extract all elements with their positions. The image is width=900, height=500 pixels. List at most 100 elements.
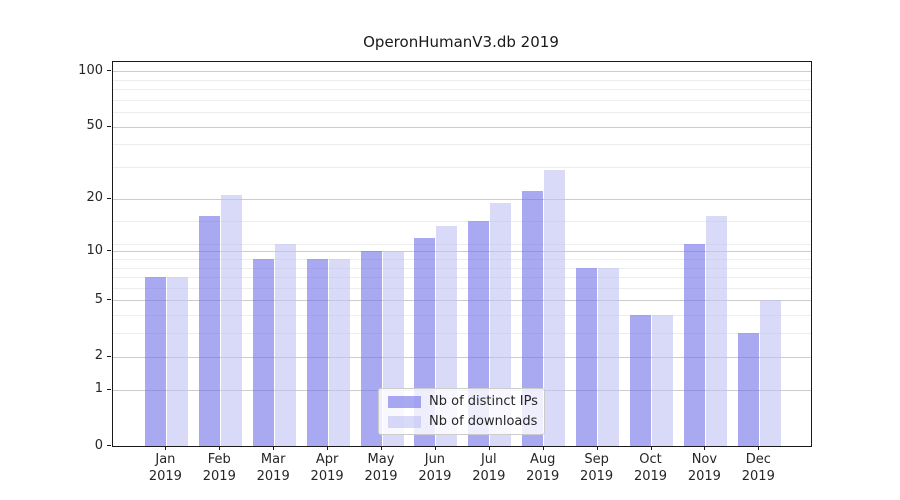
x-tick-mark [165,446,167,450]
x-tick-mark [381,446,382,450]
y-minor-gridline [113,144,811,146]
x-tick-month: Feb [207,452,231,467]
x-tick-year: 2019 [418,468,452,484]
y-tick-label: 50 [86,118,103,134]
y-major-gridline [113,126,811,128]
x-tick-year: 2019 [580,468,614,484]
x-tick-month: Jul [480,452,497,467]
y-minor-gridline [113,220,811,222]
bar-distinct-ips [630,315,651,446]
bar-downloads [544,169,566,446]
y-minor-gridline [113,244,811,246]
bar-downloads [220,194,242,446]
x-tick-mark [704,446,706,450]
x-tick-mark [542,446,544,450]
y-minor-gridline [113,315,811,317]
x-tick-label: May 2019 [354,452,408,485]
y-minor-gridline [113,99,811,101]
y-tick-mark [107,125,111,127]
y-tick-label: 5 [94,291,103,307]
x-tick-year: 2019 [148,468,182,484]
x-tick-mark [596,446,598,450]
y-tick-mark [107,70,111,72]
x-tick-year: 2019 [687,468,721,484]
legend-label-downloads: Nb of downloads [429,414,538,429]
bar-downloads [490,202,512,446]
x-tick-mark [434,446,436,450]
bar-downloads [598,267,620,446]
x-tick-month: Dec [745,452,771,467]
y-tick-mark [107,388,111,390]
x-tick-label: Jun 2019 [408,452,462,485]
x-tick-mark [327,446,329,450]
bar-downloads [274,244,296,446]
x-tick-label: Dec 2019 [731,452,785,485]
x-tick-month: Oct [639,452,662,467]
y-major-gridline [113,356,811,358]
legend-swatch-downloads [388,415,421,428]
y-tick-label: 0 [94,437,103,453]
x-tick-month: Jun [424,452,446,467]
bar-downloads [166,277,188,446]
x-tick-year: 2019 [364,468,398,484]
y-tick-label: 2 [94,348,103,364]
x-tick-month: Sep [584,452,609,467]
y-minor-gridline [113,79,811,81]
legend-entry-distinct-ips: Nb of distinct IPs [385,394,538,410]
x-tick-year: 2019 [472,468,506,484]
x-tick-label: Sep 2019 [570,452,624,485]
y-minor-gridline [113,258,811,260]
x-tick-month: Jan [155,452,176,467]
y-tick-mark [107,299,111,301]
y-tick-mark [107,197,111,199]
x-tick-mark [650,446,652,450]
x-tick-month: Apr [315,452,339,467]
x-tick-year: 2019 [741,468,775,484]
bar-downloads [705,215,727,446]
x-tick-label: Aug 2019 [516,452,570,485]
y-tick-label: 100 [78,62,103,78]
bar-downloads [328,258,350,446]
y-major-gridline [113,251,811,253]
y-minor-gridline [113,333,811,335]
x-tick-mark [758,446,760,450]
x-tick-month: Nov [691,452,718,467]
chart-title: OperonHumanV3.db 2019 [363,33,559,51]
y-major-gridline [113,300,811,302]
x-tick-label: Jul 2019 [462,452,516,485]
y-tick-mark [107,355,111,357]
bar-downloads [652,315,673,446]
x-tick-label: Mar 2019 [246,452,300,485]
x-tick-month: Mar [260,452,286,467]
legend: Nb of distinct IPs Nb of downloads [378,388,545,435]
x-tick-year: 2019 [633,468,668,484]
y-major-gridline [113,71,811,73]
bar-distinct-ips [252,258,274,446]
x-tick-mark [273,446,275,450]
x-tick-year: 2019 [256,468,290,484]
x-tick-label: Feb 2019 [192,452,246,485]
bar-distinct-ips [360,251,382,446]
y-tick-label: 10 [86,242,103,258]
bar-distinct-ips [306,258,328,446]
y-minor-gridline [113,287,811,289]
y-tick-mark [107,445,111,446]
x-tick-year: 2019 [526,468,560,484]
y-minor-gridline [113,167,811,169]
x-tick-mark [219,446,221,450]
y-minor-gridline [113,89,811,91]
legend-entry-downloads: Nb of downloads [385,414,538,430]
x-tick-year: 2019 [310,468,344,484]
legend-swatch-distinct-ips [388,395,421,408]
x-tick-month: Aug [529,452,556,467]
bar-distinct-ips [683,244,705,446]
x-tick-month: May [367,452,395,467]
x-tick-mark [488,446,490,450]
bar-distinct-ips [198,215,220,446]
x-tick-label: Apr 2019 [300,452,354,485]
legend-label-distinct-ips: Nb of distinct IPs [429,394,538,409]
bar-distinct-ips [144,277,166,446]
bar-downloads [759,300,781,446]
plot-area [112,61,812,447]
